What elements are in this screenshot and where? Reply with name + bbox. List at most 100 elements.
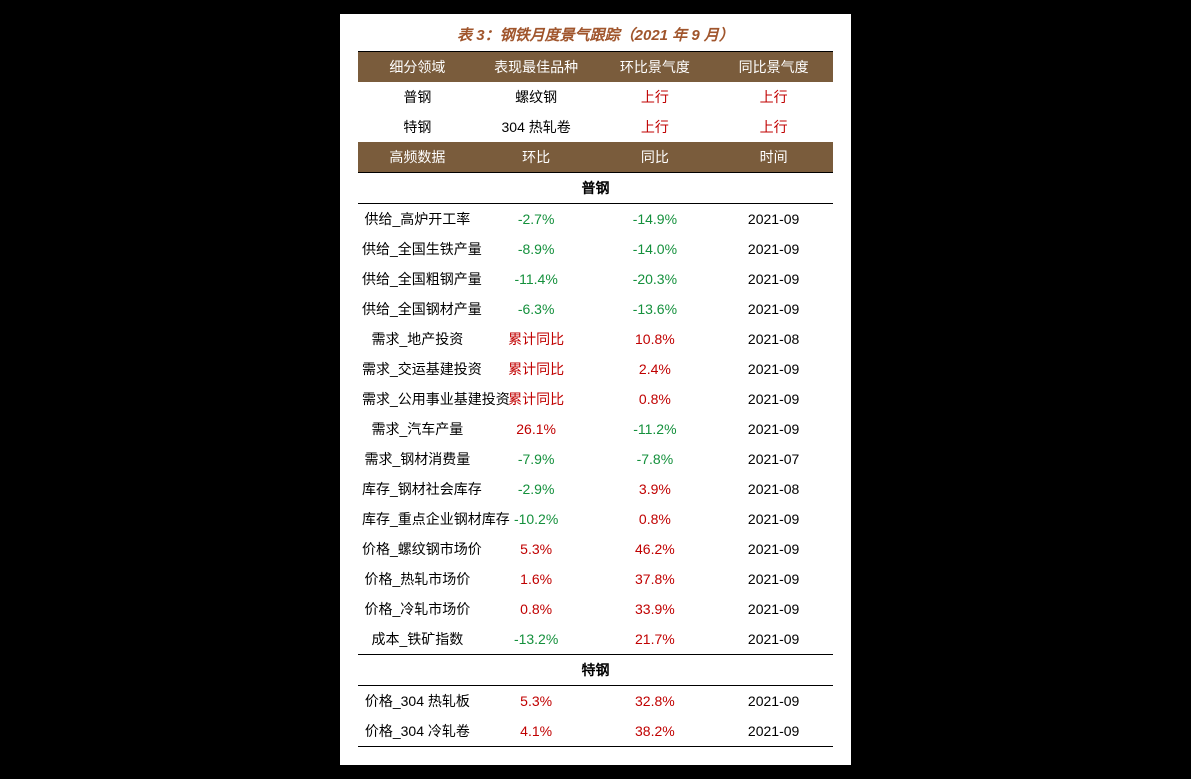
metric-name-cell: 需求_钢材消费量: [358, 444, 477, 474]
mom-cell: -8.9%: [477, 234, 596, 264]
table-row: 需求_汽车产量26.1%-11.2%2021-09: [358, 414, 833, 444]
header-row-1: 细分领域 表现最佳品种 环比景气度 同比景气度: [358, 52, 833, 83]
table-row: 需求_公用事业基建投资累计同比0.8%2021-09: [358, 384, 833, 414]
time-cell: 2021-09: [714, 564, 833, 594]
metric-name-cell: 需求_交运基建投资: [358, 354, 477, 384]
table-row: 供给_全国生铁产量-8.9%-14.0%2021-09: [358, 234, 833, 264]
table-row: 需求_交运基建投资累计同比2.4%2021-09: [358, 354, 833, 384]
section-label: 特钢: [358, 655, 833, 686]
time-cell: 上行: [714, 112, 833, 142]
time-cell: 2021-09: [714, 534, 833, 564]
metric-name-cell: 供给_全国粗钢产量: [358, 264, 477, 294]
time-cell: 2021-09: [714, 354, 833, 384]
yoy-cell: 0.8%: [596, 384, 715, 414]
metric-name-cell: 特钢: [358, 112, 477, 142]
yoy-cell: -11.2%: [596, 414, 715, 444]
yoy-cell: 38.2%: [596, 716, 715, 747]
metric-name-cell: 供给_全国生铁产量: [358, 234, 477, 264]
time-cell: 2021-08: [714, 474, 833, 504]
table-row: 价格_304 热轧板5.3%32.8%2021-09: [358, 686, 833, 717]
metric-name-cell: 需求_汽车产量: [358, 414, 477, 444]
metric-name-cell: 价格_304 冷轧卷: [358, 716, 477, 747]
steel-sentiment-table: 细分领域 表现最佳品种 环比景气度 同比景气度 普钢螺纹钢上行上行特钢304 热…: [358, 51, 833, 747]
mom-cell: 4.1%: [477, 716, 596, 747]
table-card: 表 3：钢铁月度景气跟踪（2021 年 9 月） 细分领域 表现最佳品种 环比景…: [340, 14, 851, 765]
yoy-cell: 3.9%: [596, 474, 715, 504]
yoy-cell: 21.7%: [596, 624, 715, 655]
mom-cell: 0.8%: [477, 594, 596, 624]
table-row: 价格_热轧市场价1.6%37.8%2021-09: [358, 564, 833, 594]
section-pugang: 普钢: [358, 173, 833, 204]
time-cell: 2021-09: [714, 264, 833, 294]
metric-name-cell: 价格_螺纹钢市场价: [358, 534, 477, 564]
table-row: 库存_重点企业钢材库存-10.2%0.8%2021-09: [358, 504, 833, 534]
time-cell: 2021-08: [714, 324, 833, 354]
time-cell: 2021-09: [714, 686, 833, 717]
table-row: 价格_螺纹钢市场价5.3%46.2%2021-09: [358, 534, 833, 564]
mom-cell: 26.1%: [477, 414, 596, 444]
metric-name-cell: 供给_全国钢材产量: [358, 294, 477, 324]
time-cell: 2021-09: [714, 716, 833, 747]
yoy-cell: 33.9%: [596, 594, 715, 624]
mom-cell: -2.7%: [477, 204, 596, 235]
table-title: 表 3：钢铁月度景气跟踪（2021 年 9 月）: [358, 24, 833, 45]
mom-cell: -2.9%: [477, 474, 596, 504]
metric-name-cell: 成本_铁矿指数: [358, 624, 477, 655]
yoy-cell: 2.4%: [596, 354, 715, 384]
mom-cell: 1.6%: [477, 564, 596, 594]
mom-cell: -7.9%: [477, 444, 596, 474]
mom-cell: -6.3%: [477, 294, 596, 324]
time-cell: 2021-09: [714, 414, 833, 444]
yoy-cell: -14.9%: [596, 204, 715, 235]
section-tegang: 特钢: [358, 655, 833, 686]
mom-cell: 累计同比: [477, 324, 596, 354]
header-cell: 环比: [477, 142, 596, 173]
table-row: 成本_铁矿指数-13.2%21.7%2021-09: [358, 624, 833, 655]
time-cell: 2021-09: [714, 594, 833, 624]
table-row: 普钢螺纹钢上行上行: [358, 82, 833, 112]
table-row: 库存_钢材社会库存-2.9%3.9%2021-08: [358, 474, 833, 504]
yoy-cell: 32.8%: [596, 686, 715, 717]
yoy-cell: 37.8%: [596, 564, 715, 594]
table-row: 特钢304 热轧卷上行上行: [358, 112, 833, 142]
table-row: 供给_高炉开工率-2.7%-14.9%2021-09: [358, 204, 833, 235]
metric-name-cell: 普钢: [358, 82, 477, 112]
mom-cell: 累计同比: [477, 354, 596, 384]
mom-cell: 304 热轧卷: [477, 112, 596, 142]
yoy-cell: -20.3%: [596, 264, 715, 294]
yoy-cell: 0.8%: [596, 504, 715, 534]
header-cell: 同比景气度: [714, 52, 833, 83]
time-cell: 2021-09: [714, 234, 833, 264]
header-row-2: 高频数据 环比 同比 时间: [358, 142, 833, 173]
header-cell: 表现最佳品种: [477, 52, 596, 83]
yoy-cell: 10.8%: [596, 324, 715, 354]
time-cell: 2021-09: [714, 624, 833, 655]
mom-cell: -11.4%: [477, 264, 596, 294]
table-row: 价格_304 冷轧卷4.1%38.2%2021-09: [358, 716, 833, 747]
yoy-cell: -14.0%: [596, 234, 715, 264]
table-row: 供给_全国钢材产量-6.3%-13.6%2021-09: [358, 294, 833, 324]
time-cell: 2021-07: [714, 444, 833, 474]
metric-name-cell: 价格_冷轧市场价: [358, 594, 477, 624]
table-row: 需求_钢材消费量-7.9%-7.8%2021-07: [358, 444, 833, 474]
section-label: 普钢: [358, 173, 833, 204]
yoy-cell: -13.6%: [596, 294, 715, 324]
yoy-cell: 46.2%: [596, 534, 715, 564]
metric-name-cell: 库存_钢材社会库存: [358, 474, 477, 504]
mom-cell: 螺纹钢: [477, 82, 596, 112]
time-cell: 2021-09: [714, 504, 833, 534]
mom-cell: 5.3%: [477, 686, 596, 717]
time-cell: 上行: [714, 82, 833, 112]
time-cell: 2021-09: [714, 204, 833, 235]
yoy-cell: 上行: [596, 82, 715, 112]
metric-name-cell: 需求_公用事业基建投资: [358, 384, 477, 414]
metric-name-cell: 价格_热轧市场价: [358, 564, 477, 594]
metric-name-cell: 价格_304 热轧板: [358, 686, 477, 717]
time-cell: 2021-09: [714, 384, 833, 414]
header-cell: 环比景气度: [596, 52, 715, 83]
header-cell: 同比: [596, 142, 715, 173]
time-cell: 2021-09: [714, 294, 833, 324]
metric-name-cell: 供给_高炉开工率: [358, 204, 477, 235]
table-row: 需求_地产投资累计同比10.8%2021-08: [358, 324, 833, 354]
metric-name-cell: 需求_地产投资: [358, 324, 477, 354]
